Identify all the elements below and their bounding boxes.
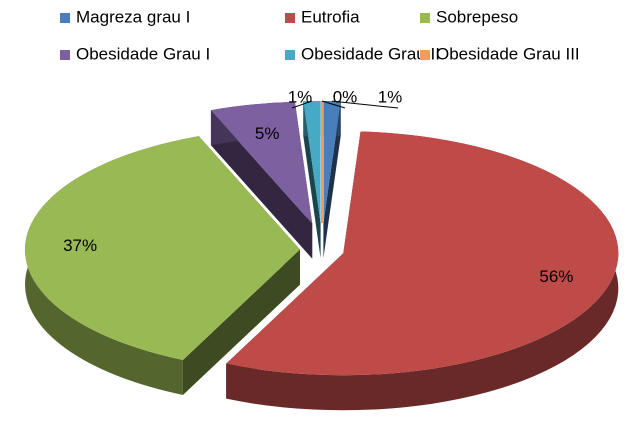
slice-group [323, 101, 341, 259]
slice-side [323, 101, 341, 259]
legend-label: Obesidade Grau II [301, 44, 440, 63]
leader-line [331, 100, 399, 109]
legend-swatch [285, 13, 295, 23]
data-label: 56% [539, 267, 573, 286]
data-label: 1% [378, 87, 403, 106]
slice-group [303, 101, 321, 259]
slice [226, 131, 619, 376]
slice [210, 101, 313, 224]
legend-label: Sobrepeso [436, 7, 518, 26]
slice-side [182, 249, 301, 395]
slice-group [25, 136, 301, 395]
legend-swatch [420, 13, 430, 23]
slice-side [303, 101, 321, 259]
legend-swatch [60, 13, 70, 23]
legend-label: Obesidade Grau I [76, 44, 210, 63]
slice [25, 136, 301, 360]
slice-wall [226, 131, 619, 411]
legend-swatch [420, 50, 430, 60]
legend-label: Obesidade Grau III [436, 44, 580, 63]
slice-side [210, 110, 313, 259]
legend-label: Eutrofia [301, 7, 360, 26]
leader-line [291, 100, 313, 109]
slice [323, 101, 341, 224]
data-label: 37% [63, 236, 97, 255]
slice-group [210, 101, 313, 259]
legend-label: Magreza grau I [76, 7, 190, 26]
leader-line [321, 100, 346, 109]
data-label: 1% [288, 87, 313, 106]
slice [303, 101, 321, 224]
legend-swatch [285, 50, 295, 60]
slice-group [226, 131, 619, 411]
data-label: 5% [255, 124, 280, 143]
legend-swatch [60, 50, 70, 60]
